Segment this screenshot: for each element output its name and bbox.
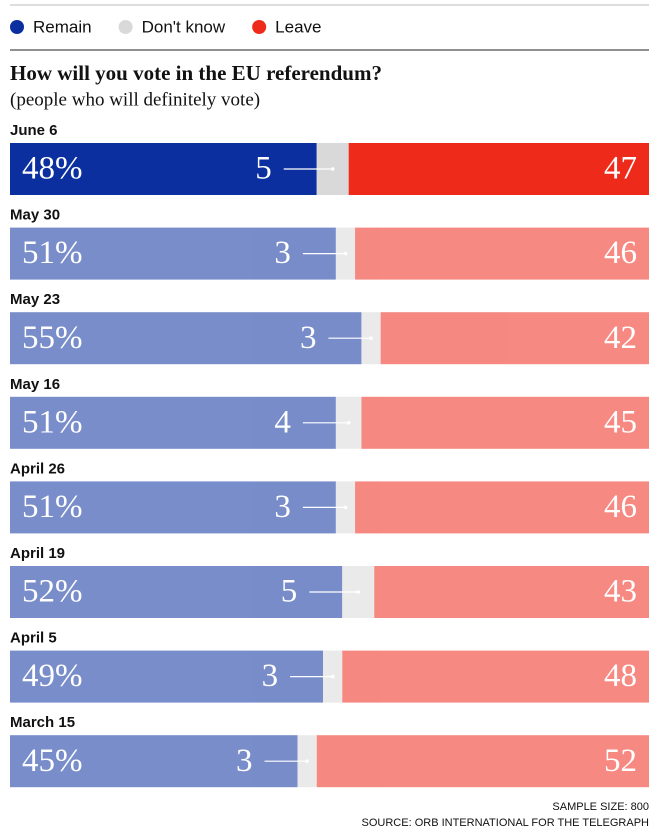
bar-segment — [10, 735, 298, 788]
value-label: 55% — [22, 320, 83, 356]
value-label: 45% — [22, 743, 83, 779]
value-label: 4 — [274, 404, 291, 440]
value-label: 5 — [281, 574, 298, 610]
legend-swatch — [10, 20, 24, 34]
category-label: May 30 — [10, 207, 60, 224]
legend-label: Leave — [275, 17, 321, 36]
plot: June 6 48% 5 47 May 30 51% 3 46 May 23 55% 3 42 May … — [10, 122, 649, 788]
bar-segment — [355, 481, 649, 534]
pointer-end — [330, 674, 335, 679]
category-label: June 6 — [10, 122, 58, 139]
value-label: 52% — [22, 574, 83, 610]
value-label: 51% — [22, 489, 83, 525]
pointer-end — [356, 590, 361, 594]
pointer-end — [330, 167, 335, 171]
bar-row — [10, 481, 649, 534]
value-label: 43 — [604, 574, 637, 610]
bar-segment — [10, 312, 362, 365]
value-label: 42 — [604, 320, 637, 356]
value-label: 3 — [274, 489, 291, 525]
bar-row — [10, 312, 649, 365]
bar-row — [10, 396, 649, 449]
bar-segment — [10, 396, 336, 449]
category-label: April 26 — [10, 460, 65, 477]
bar-row — [10, 227, 649, 280]
pointer-end — [343, 505, 348, 510]
source: SOURCE: ORB INTERNATIONAL FOR THE TELEGR… — [362, 817, 650, 829]
bar-segment — [361, 396, 649, 449]
legend-label: Don't know — [142, 17, 226, 36]
bar-segment — [316, 735, 649, 788]
legend: Remain Don't know Leave — [10, 17, 322, 36]
bar-segment — [374, 566, 649, 618]
pointer-end — [305, 759, 309, 763]
bar-segment — [10, 566, 343, 618]
value-label: 48% — [22, 151, 83, 187]
bar-segment — [348, 143, 649, 195]
value-label: 45 — [604, 404, 637, 440]
bar-segment — [10, 143, 317, 195]
value-label: 3 — [274, 235, 291, 271]
category-label: May 16 — [10, 376, 60, 393]
bar-segment — [342, 650, 649, 703]
bar-segment — [10, 227, 336, 280]
bar-row — [10, 650, 649, 703]
chart-subtitle: (people who will definitely vote) — [10, 89, 260, 110]
pointer-end — [343, 251, 348, 256]
value-label: 3 — [300, 320, 317, 356]
value-label: 48 — [604, 658, 637, 694]
bar-row — [10, 566, 649, 618]
legend-swatch — [118, 20, 133, 34]
value-label: 49% — [22, 658, 83, 694]
legend-swatch — [252, 20, 267, 34]
legend-label: Remain — [33, 17, 92, 36]
category-label: March 15 — [10, 714, 75, 731]
category-label: May 23 — [10, 291, 60, 308]
value-label: 51% — [22, 235, 83, 271]
sample-size: SAMPLE SIZE: 800 — [552, 801, 649, 813]
chart-title: How will you vote in the EU referendum? — [10, 61, 382, 85]
bar-segment — [10, 650, 324, 703]
value-label: 51% — [22, 404, 83, 440]
value-label: 46 — [604, 235, 637, 271]
value-label: 47 — [604, 151, 637, 187]
category-label: April 5 — [10, 630, 57, 647]
category-label: April 19 — [10, 545, 65, 562]
bar-segment — [10, 481, 336, 534]
value-label: 3 — [262, 658, 279, 694]
value-label: 52 — [604, 743, 637, 779]
value-label: 3 — [236, 743, 253, 779]
bar-segment — [355, 227, 649, 280]
bar-row — [10, 143, 649, 195]
pointer-end — [346, 421, 351, 425]
value-label: 46 — [604, 489, 637, 525]
bar-segment — [380, 312, 649, 365]
value-label: 5 — [255, 151, 272, 187]
pointer-end — [369, 336, 373, 341]
bar-row — [10, 735, 649, 788]
